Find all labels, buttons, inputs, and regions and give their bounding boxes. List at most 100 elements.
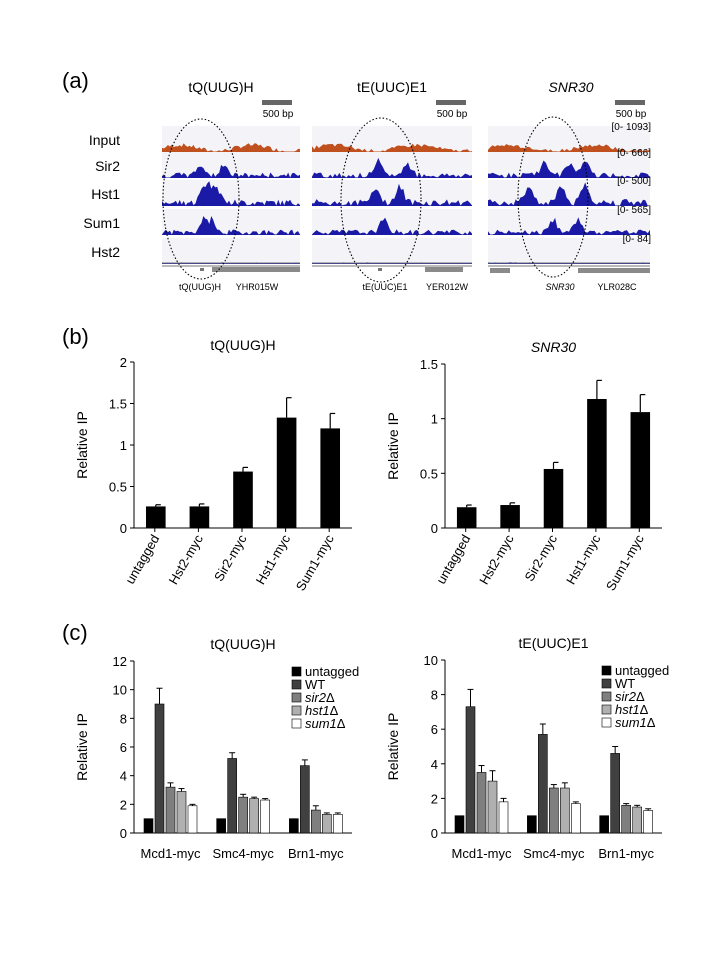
track-background: [162, 180, 300, 206]
track-title: tQ(UUG)H: [188, 79, 253, 95]
chip-signal: [312, 217, 472, 235]
x-tick-label: Hst1-myc: [563, 532, 604, 587]
bar-smc4-myc-3: [249, 798, 259, 834]
chart-title: tQ(UUG)H: [210, 636, 275, 652]
chart-title: SNR30: [531, 339, 576, 355]
x-tick-label: untagged: [122, 532, 162, 586]
x-tick-label: Mcd1-myc: [141, 846, 201, 861]
track-background: [312, 238, 472, 264]
legend-label-part: Δ: [636, 689, 645, 704]
legend-swatch: [291, 666, 302, 677]
legend-swatch: [291, 705, 302, 716]
gene-label: SNR30: [545, 282, 574, 292]
input-signal: [488, 144, 650, 152]
y-tick-label: 4: [431, 757, 438, 772]
chip-signal: [488, 160, 650, 178]
legend-swatch: [601, 678, 612, 689]
track-title: tE(UUC)E1: [357, 79, 427, 95]
legend-label-part: Δ: [326, 690, 335, 705]
x-tick-label: Sir2-myc: [211, 532, 250, 584]
bar-brn1-myc-4: [643, 810, 653, 834]
bar-smc4-myc-2: [549, 787, 559, 834]
bar-mcd1-myc-0: [143, 818, 154, 834]
orf-gene: [578, 268, 650, 273]
bar-brn1-myc-2: [621, 805, 631, 834]
x-tick-label: Mcd1-myc: [452, 846, 512, 861]
bar-sir2-myc: [233, 471, 253, 528]
highlight-ellipse: [340, 117, 422, 283]
chip-signal: [312, 262, 472, 264]
y-tick-label: 0: [120, 826, 127, 841]
bar-untagged: [456, 507, 477, 528]
y-tick-label: 1: [120, 438, 127, 453]
legend-label: sum1Δ: [615, 715, 656, 730]
scale-bar-label: 500 bp: [437, 109, 468, 120]
track-background: [312, 152, 472, 178]
gene-label: tE(UUC)E1: [362, 282, 407, 292]
chart-title: tQ(UUG)H: [210, 337, 275, 353]
bar-mcd1-myc-2: [476, 772, 487, 834]
bar-brn1-myc-1: [300, 765, 310, 834]
y-tick-label: 10: [113, 683, 127, 698]
legend-swatch: [291, 692, 302, 703]
y-tick-label: 0: [120, 521, 127, 536]
legend-label: sir2Δ: [615, 689, 645, 704]
chip-signal: [162, 262, 300, 264]
track-range-label: [0- 1093]: [612, 122, 652, 133]
legend-swatch: [601, 717, 612, 728]
legend-label: sum1Δ: [305, 716, 346, 731]
y-axis-label: Relative IP: [385, 713, 401, 781]
bar-chart-1: tQ(UUG)H 0 0.5 1 1.5 2 Relative IP untagged Hst2…: [74, 337, 352, 593]
track-title: SNR30: [548, 79, 593, 95]
bar-mcd1-myc-0: [454, 815, 465, 834]
gene-label: tQ(UUG)H: [179, 282, 221, 292]
bar-mcd1-myc-1: [465, 706, 476, 834]
x-tick-label: Hst1-myc: [253, 532, 294, 587]
bar-smc4-myc-4: [571, 803, 581, 834]
legend-label-part: hst1: [305, 703, 330, 718]
legend-label-part: sum1: [615, 715, 647, 730]
y-tick-label: 6: [120, 740, 127, 755]
panel-c-bar-charts: tQ(UUG)H 0 2 4 6 8 10 12 Relative IP Mcd1-myc Smc4…: [74, 635, 669, 861]
bar-hst1-myc: [587, 398, 607, 528]
y-tick-label: 0: [431, 521, 438, 536]
bar-brn1-myc-3: [632, 806, 642, 834]
input-signal: [162, 143, 300, 152]
y-axis-label: Relative IP: [74, 411, 90, 479]
gene-label: YHR015W: [236, 282, 279, 292]
track-panel-3: SNR30 500 bp [0- 1093] [0- 666] [0- 500] [0- …: [488, 79, 651, 292]
x-tick-label: Hst2-myc: [476, 532, 517, 587]
legend-swatch: [601, 665, 612, 676]
bar-brn1-myc-0: [289, 818, 299, 834]
orf-gene: [425, 267, 463, 272]
bar-mcd1-myc-1: [154, 703, 165, 834]
bar-mcd1-myc-3: [487, 780, 498, 834]
x-tick-label: untagged: [433, 532, 473, 586]
track-range-label: [0- 565]: [617, 205, 651, 216]
legend-label-part: Δ: [330, 703, 339, 718]
x-tick-label: Brn1-myc: [598, 846, 654, 861]
bar-smc4-myc-3: [560, 787, 570, 834]
bar-brn1-myc-1: [610, 753, 620, 834]
track-range-label: [0- 500]: [617, 176, 651, 187]
y-tick-label: 0.5: [420, 466, 438, 481]
chip-signal: [162, 216, 300, 235]
legend-swatch: [291, 679, 302, 690]
bar-hst1-myc: [276, 417, 297, 528]
y-tick-label: 2: [431, 791, 438, 806]
legend-label: sir2Δ: [305, 690, 335, 705]
y-tick-label: 6: [431, 722, 438, 737]
bar-brn1-myc-0: [599, 815, 609, 834]
bar-smc4-myc-0: [527, 815, 537, 834]
scale-bar-label: 500 bp: [263, 109, 294, 120]
y-tick-label: 8: [120, 711, 127, 726]
x-tick-label: Sum1-myc: [603, 532, 647, 594]
panel-label-c: (c): [62, 620, 88, 645]
bar-brn1-myc-2: [311, 809, 321, 834]
legend-label: WT: [305, 677, 325, 692]
y-axis-label: Relative IP: [385, 412, 401, 480]
scale-bar: [615, 100, 645, 105]
scale-bar: [262, 100, 292, 105]
